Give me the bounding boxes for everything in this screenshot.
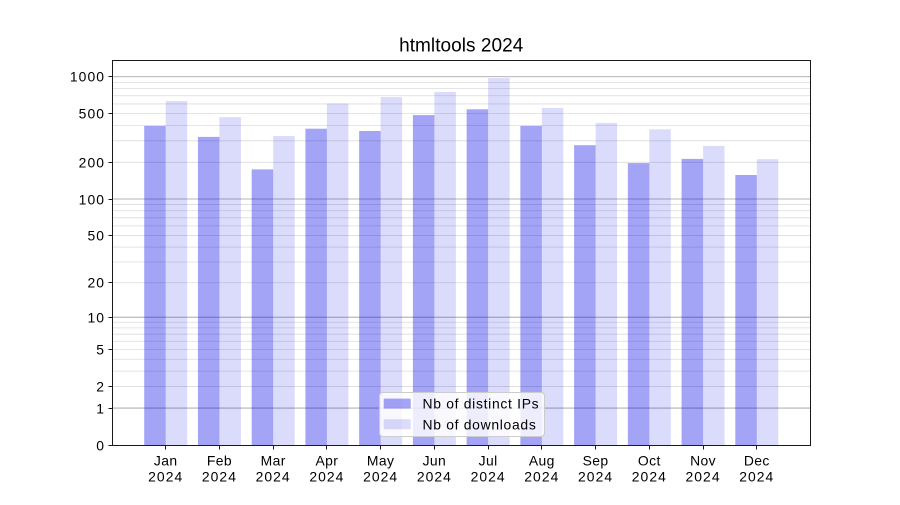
svg-text:Aug: Aug [529,452,555,468]
svg-text:May: May [367,452,394,468]
svg-text:500: 500 [79,106,105,122]
svg-text:2024: 2024 [363,468,398,484]
svg-text:Apr: Apr [315,452,338,468]
svg-text:2024: 2024 [202,468,237,484]
svg-text:2024: 2024 [148,468,183,484]
svg-text:0: 0 [96,438,105,454]
svg-text:50: 50 [87,228,105,244]
svg-text:Nb of distinct IPs: Nb of distinct IPs [423,396,540,412]
svg-text:Feb: Feb [207,452,232,468]
svg-text:2024: 2024 [739,468,774,484]
svg-text:2024: 2024 [471,468,506,484]
svg-text:100: 100 [79,192,105,208]
svg-text:Oct: Oct [638,452,661,468]
svg-text:2024: 2024 [309,468,344,484]
svg-text:20: 20 [87,275,105,291]
svg-text:Dec: Dec [744,452,770,468]
svg-text:1: 1 [96,401,105,417]
svg-text:10: 10 [87,310,105,326]
svg-text:Sep: Sep [583,452,609,468]
svg-text:5: 5 [96,342,105,358]
svg-text:2024: 2024 [524,468,559,484]
svg-text:Nov: Nov [690,452,716,468]
svg-text:2024: 2024 [417,468,452,484]
svg-text:2024: 2024 [686,468,721,484]
svg-text:2024: 2024 [578,468,613,484]
svg-text:200: 200 [79,155,105,171]
svg-text:Jun: Jun [423,452,447,468]
svg-text:2024: 2024 [256,468,291,484]
svg-text:2024: 2024 [632,468,667,484]
svg-text:2: 2 [96,379,105,395]
svg-text:htmltools 2024: htmltools 2024 [399,36,524,57]
svg-text:Jan: Jan [154,452,178,468]
svg-text:Nb of downloads: Nb of downloads [423,416,537,432]
svg-text:1000: 1000 [70,69,105,85]
svg-text:Jul: Jul [479,452,498,468]
svg-text:Mar: Mar [261,452,286,468]
